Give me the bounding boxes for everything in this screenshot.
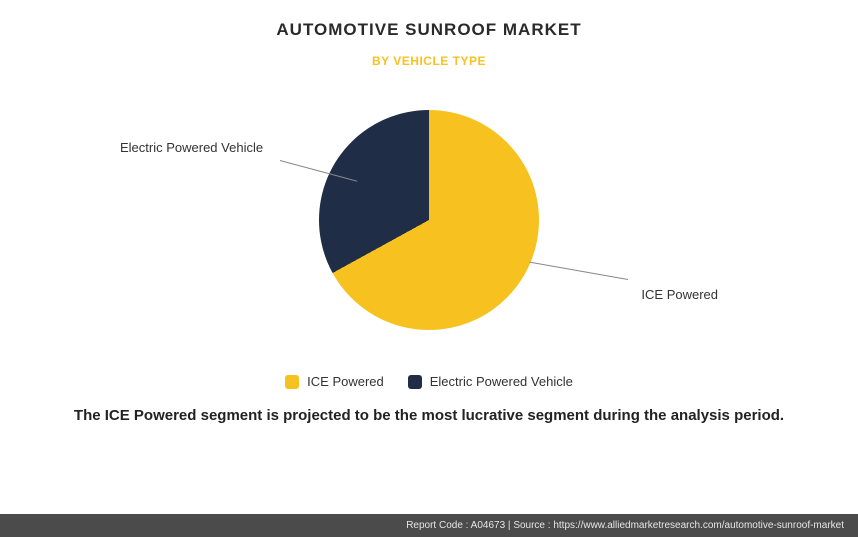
footer-report-code: Report Code : A04673 <box>406 520 505 531</box>
footer-bar: Report Code : A04673 | Source : https://… <box>0 514 858 537</box>
footer-source: Source : https://www.alliedmarketresearc… <box>513 520 844 531</box>
legend-label: ICE Powered <box>307 374 384 389</box>
legend-item: ICE Powered <box>285 374 384 389</box>
slice-label-text: ICE Powered <box>641 287 718 302</box>
legend-swatch <box>285 375 299 389</box>
legend-label: Electric Powered Vehicle <box>430 374 573 389</box>
pie-chart-area: Electric Powered Vehicle ICE Powered <box>30 90 828 350</box>
legend-swatch <box>408 375 422 389</box>
chart-subtitle: BY VEHICLE TYPE <box>372 54 486 68</box>
chart-caption: The ICE Powered segment is projected to … <box>74 407 784 424</box>
slice-label-electric: Electric Powered Vehicle <box>120 140 263 155</box>
legend: ICE Powered Electric Powered Vehicle <box>285 374 573 389</box>
pie-chart <box>319 110 539 330</box>
chart-card: AUTOMOTIVE SUNROOF MARKET BY VEHICLE TYP… <box>0 0 858 537</box>
slice-label-text: Electric Powered Vehicle <box>120 140 263 155</box>
leader-line <box>529 262 628 280</box>
legend-item: Electric Powered Vehicle <box>408 374 573 389</box>
chart-title: AUTOMOTIVE SUNROOF MARKET <box>276 20 581 40</box>
slice-label-ice: ICE Powered <box>641 287 718 302</box>
